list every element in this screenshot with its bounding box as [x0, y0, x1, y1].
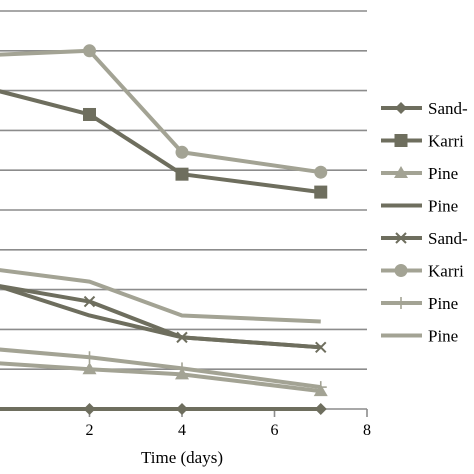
- series-6: [0, 44, 328, 179]
- data-point-circle: [314, 165, 328, 179]
- series-line: [0, 361, 321, 394]
- data-point-x-stroke: [176, 331, 188, 344]
- series-line: [0, 48, 322, 175]
- legend-item: Pine: [381, 197, 458, 216]
- data-point-x-stroke: [315, 341, 327, 354]
- data-point-square: [83, 107, 96, 121]
- legend-label: Pine: [428, 294, 458, 313]
- series-2: [0, 89, 328, 199]
- series-1: [0, 403, 327, 415]
- data-point-diamond: [395, 102, 407, 114]
- legend-item: Pine: [381, 327, 458, 346]
- legend-label: Pine: [428, 164, 458, 183]
- data-point-x-stroke: [395, 232, 407, 244]
- data-point-circle: [394, 264, 408, 277]
- legend-label: Sand-: [428, 99, 468, 118]
- series-line: [0, 284, 321, 350]
- legend-item: Karri: [381, 132, 464, 151]
- data-point-triangle: [82, 362, 97, 375]
- legend-label: Pine: [428, 327, 458, 346]
- data-point-x: [395, 232, 407, 244]
- series-8: [0, 268, 321, 324]
- legend: Sand- Karri Pine Pine Sand- Karri Pine Pine: [381, 99, 468, 346]
- x-tick-label: 4: [178, 422, 186, 439]
- series-group: [0, 44, 328, 415]
- legend-label: Pine: [428, 197, 458, 216]
- x-tick-labels: 2 4 6 8: [86, 422, 372, 439]
- data-point-square: [394, 134, 408, 147]
- data-point-circle: [83, 44, 96, 58]
- data-point-x: [176, 331, 188, 344]
- legend-item: Sand-: [381, 99, 468, 118]
- series-7: [0, 347, 327, 394]
- data-point-x: [315, 341, 327, 354]
- data-point-square: [314, 185, 328, 199]
- data-point-triangle: [394, 166, 408, 178]
- legend-item: Pine: [381, 294, 458, 313]
- legend-label: Karri: [428, 132, 464, 151]
- series-line: [0, 89, 322, 195]
- series-line: [0, 347, 322, 390]
- data-point-diamond: [314, 403, 327, 415]
- x-axis-title: Time (days): [141, 448, 223, 467]
- x-tick-label: 6: [271, 422, 279, 439]
- data-point-square: [175, 167, 189, 181]
- data-point-diamond: [176, 403, 188, 415]
- legend-item: Karri: [381, 262, 464, 281]
- legend-label: Sand-: [428, 229, 468, 248]
- data-point-plus: [83, 351, 96, 364]
- legend-item: Sand-: [381, 229, 468, 248]
- data-point-circle: [175, 145, 189, 159]
- series-line: [0, 268, 321, 324]
- data-point-plus: [314, 381, 327, 394]
- data-point-x: [83, 295, 96, 308]
- data-point-x-stroke: [83, 295, 96, 308]
- series-5: [0, 284, 327, 354]
- x-tick-label: 2: [86, 422, 94, 439]
- data-point-plus: [395, 297, 407, 309]
- data-point-diamond: [83, 403, 96, 415]
- x-tick-label: 8: [363, 422, 371, 439]
- data-point-plus: [176, 362, 188, 375]
- legend-label: Karri: [428, 262, 464, 281]
- legend-item: Pine: [381, 164, 458, 183]
